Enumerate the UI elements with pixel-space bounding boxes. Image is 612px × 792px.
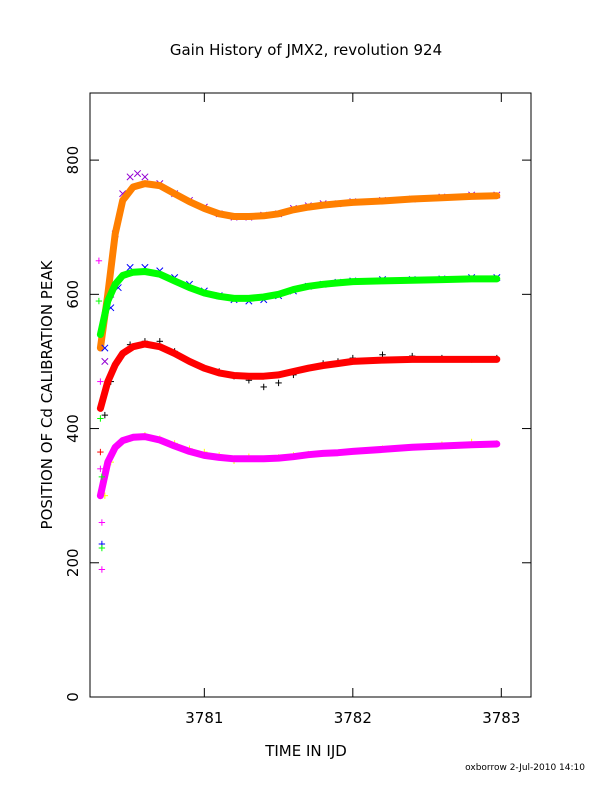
outlier-point-10	[98, 566, 106, 573]
series-7	[96, 433, 501, 500]
data-point-2-0	[101, 344, 109, 352]
outlier-points	[95, 257, 106, 573]
outlier-point-2	[97, 378, 104, 385]
y-tick-label-3: 600	[64, 280, 82, 309]
footer-stamp: oxborrow 2-Jul-2010 14:10	[465, 763, 585, 773]
series-1	[96, 180, 501, 352]
y-tick-label-0: 0	[64, 692, 82, 702]
data-point-4-13	[275, 379, 282, 387]
y-tick-label-1: 200	[64, 548, 82, 577]
chart-title: Gain History of JMX2, revolution 924	[170, 41, 442, 59]
series-3	[96, 268, 501, 339]
x-tick-label-0: 3781	[185, 709, 223, 727]
fit-line-7	[96, 433, 501, 500]
data-point-0-4	[126, 173, 134, 181]
outlier-point-1	[95, 297, 103, 305]
outlier-point-4	[97, 448, 104, 456]
fit-line-3	[96, 268, 501, 339]
fit-line-1	[96, 180, 501, 352]
data-point-4-12	[260, 383, 267, 391]
outlier-point-3	[97, 415, 104, 422]
outlier-point-5	[97, 465, 104, 473]
data-point-4-0	[101, 411, 109, 419]
y-axis-title: POSITION OF Cd CALIBRATION PEAK	[38, 259, 56, 529]
outlier-point-7	[98, 519, 106, 526]
plot-frame	[89, 92, 532, 698]
data-point-0-6	[141, 173, 149, 181]
x-axis-title: TIME IN IJD	[264, 742, 347, 760]
data-marks	[95, 169, 501, 573]
x-tick-label-1: 3782	[334, 709, 372, 727]
data-point-0-0	[101, 357, 109, 365]
series-5	[96, 340, 501, 412]
fit-line-5	[96, 340, 501, 412]
outlier-point-9	[98, 544, 106, 552]
x-tick-label-2: 3783	[482, 709, 520, 727]
data-point-0-5	[133, 169, 142, 178]
outlier-point-6	[98, 473, 106, 481]
axis-ticks: 3781 3782 3783 0 200 400 600 800	[64, 93, 531, 727]
outlier-point-0	[95, 257, 103, 264]
y-tick-label-2: 400	[64, 414, 82, 443]
y-tick-label-4: 800	[64, 146, 82, 175]
